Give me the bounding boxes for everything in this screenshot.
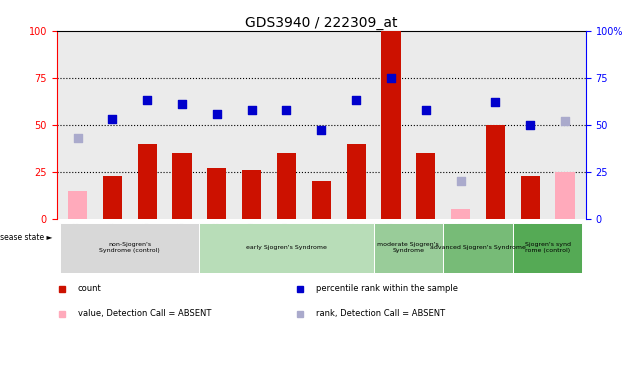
- Text: advanced Sjogren's Syndrome: advanced Sjogren's Syndrome: [430, 245, 526, 250]
- Point: [212, 111, 222, 117]
- Point: [351, 97, 361, 103]
- Bar: [68, 191, 87, 219]
- Point: [177, 101, 187, 107]
- Point: [421, 107, 431, 113]
- Point: [525, 122, 536, 128]
- Bar: [60, 223, 200, 273]
- Bar: [207, 168, 226, 219]
- Text: Sjogren's synd
rome (control): Sjogren's synd rome (control): [525, 242, 571, 253]
- Bar: [374, 223, 443, 273]
- Point: [455, 178, 466, 184]
- Bar: [103, 175, 122, 219]
- Point: [282, 107, 292, 113]
- Text: early Sjogren's Syndrome: early Sjogren's Syndrome: [246, 245, 327, 250]
- Bar: [173, 153, 192, 219]
- Point: [107, 116, 117, 122]
- Bar: [312, 181, 331, 219]
- Bar: [520, 175, 540, 219]
- Point: [72, 135, 83, 141]
- Bar: [277, 153, 296, 219]
- Bar: [416, 153, 435, 219]
- Title: GDS3940 / 222309_at: GDS3940 / 222309_at: [245, 16, 398, 30]
- Point: [560, 118, 570, 124]
- Text: non-Sjogren's
Syndrome (control): non-Sjogren's Syndrome (control): [100, 242, 160, 253]
- Bar: [556, 172, 575, 219]
- Point: [386, 74, 396, 81]
- Text: disease state ►: disease state ►: [0, 233, 52, 242]
- Text: percentile rank within the sample: percentile rank within the sample: [316, 285, 458, 293]
- Bar: [346, 144, 365, 219]
- Text: rank, Detection Call = ABSENT: rank, Detection Call = ABSENT: [316, 310, 445, 318]
- Bar: [381, 31, 401, 219]
- Bar: [486, 125, 505, 219]
- Text: value, Detection Call = ABSENT: value, Detection Call = ABSENT: [78, 310, 211, 318]
- Point: [316, 127, 326, 134]
- Text: moderate Sjogren's
Syndrome: moderate Sjogren's Syndrome: [377, 242, 439, 253]
- Bar: [137, 144, 157, 219]
- Bar: [242, 170, 261, 219]
- Point: [246, 107, 256, 113]
- Text: count: count: [78, 285, 101, 293]
- Point: [490, 99, 500, 105]
- Bar: [200, 223, 374, 273]
- Bar: [513, 223, 582, 273]
- Bar: [451, 210, 470, 219]
- Point: [142, 97, 152, 103]
- Bar: [443, 223, 513, 273]
